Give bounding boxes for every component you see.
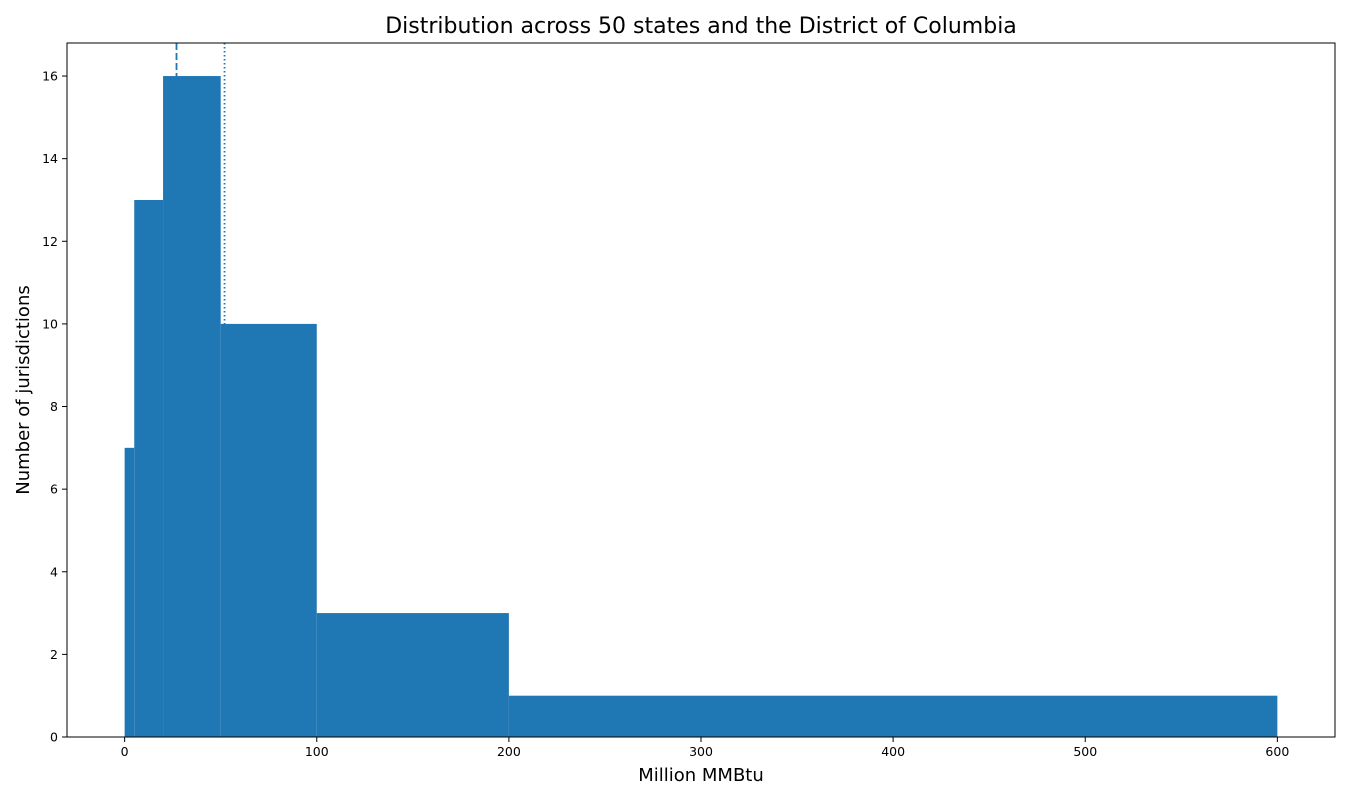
bars-layer (124, 76, 1278, 738)
histogram-bar-2 (163, 76, 221, 738)
x-tick-label: 500 (1073, 744, 1097, 759)
x-axis-ticks: 0 100 200 300 400 500 600 (121, 737, 1289, 759)
reference-lines-layer (175, 43, 226, 737)
histogram-bar-4 (316, 613, 509, 737)
y-tick-label: 2 (50, 647, 58, 662)
histogram-bar-0 (124, 447, 135, 737)
x-tick-label: 200 (497, 744, 521, 759)
y-axis-label: Number of jurisdictions (13, 285, 34, 494)
x-tick-label: 400 (881, 744, 905, 759)
y-tick-label: 4 (50, 564, 58, 579)
y-tick-label: 0 (50, 730, 58, 745)
y-tick-label: 12 (42, 234, 58, 249)
chart-title: Distribution across 50 states and the Di… (385, 14, 1017, 39)
x-tick-label: 300 (689, 744, 713, 759)
x-tick-label: 600 (1265, 744, 1289, 759)
y-tick-label: 14 (42, 151, 58, 166)
histogram-bar-1 (134, 199, 164, 737)
histogram-bar-5 (508, 695, 1278, 737)
y-tick-label: 8 (50, 399, 58, 414)
histogram-bar-3 (220, 323, 317, 737)
y-tick-label: 6 (50, 482, 58, 497)
x-axis-label: Million MMBtu (638, 765, 764, 786)
y-axis-ticks: 0 2 4 6 8 10 12 14 16 (42, 69, 67, 745)
y-tick-label: 10 (42, 316, 58, 331)
y-tick-label: 16 (42, 69, 58, 84)
x-tick-label: 0 (121, 744, 129, 759)
x-tick-label: 100 (305, 744, 329, 759)
